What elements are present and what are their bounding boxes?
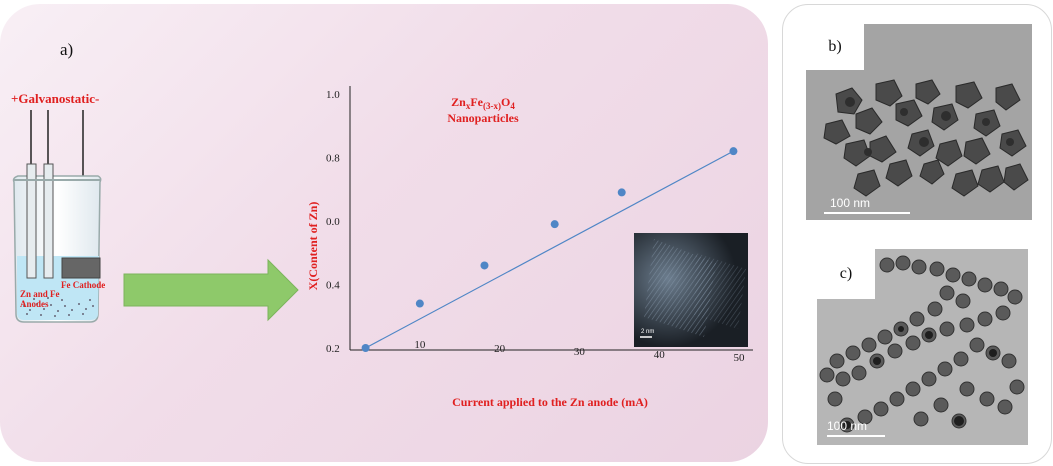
- fit-line: [365, 150, 734, 349]
- arrow-right-icon: [123, 258, 299, 322]
- x-tick-label: 50: [734, 352, 746, 364]
- data-point: [617, 188, 626, 197]
- cathode-label: Fe Cathode: [61, 280, 106, 290]
- panel-a-label: a): [60, 40, 74, 59]
- scale-bar-c: [827, 435, 885, 437]
- nanoparticle-chain-icon: [817, 249, 1028, 445]
- x-tick-label: 30: [574, 346, 586, 358]
- data-point: [415, 299, 424, 308]
- data-point: [361, 344, 370, 352]
- scale-text-c: 100 nm: [827, 419, 868, 433]
- panel-b-label: b): [806, 24, 864, 70]
- x-axis-label: Current applied to the Zn anode (mA): [452, 395, 648, 409]
- panel-c-label: c): [817, 249, 875, 299]
- data-point: [480, 261, 489, 270]
- chart-subtitle: Nanoparticles: [447, 111, 519, 125]
- x-tick-label: 20: [494, 343, 506, 355]
- lattice-image-icon: 2 nm: [634, 233, 748, 347]
- x-tick-label: 10: [414, 339, 426, 351]
- galvanostatic-label: +Galvanostatic-: [11, 91, 100, 106]
- y-tick-label: 0.8: [326, 153, 340, 165]
- y-axis-label: X(Content of Zn): [306, 202, 320, 291]
- x-tick-label: 40: [654, 349, 666, 361]
- stem-inset-image: 2 nm: [634, 233, 748, 347]
- chart-title: ZnxFe(3-x)O4: [451, 95, 515, 111]
- zn-content-chart: 10 20 30 40 50 0.20.40.00.81.0 ZnxFe(3-x)O4 …: [306, 86, 753, 409]
- data-point: [550, 220, 559, 229]
- y-tick-label: 0.0: [326, 216, 340, 228]
- scale-bar-b: [824, 212, 910, 214]
- y-tick-label: 1.0: [326, 89, 340, 101]
- y-tick-label: 0.4: [326, 280, 340, 292]
- panel-a: a) +Galvanostatic-: [0, 4, 768, 462]
- stem-scale-text: 2 nm: [641, 329, 654, 335]
- y-tick-label: 0.2: [326, 343, 340, 355]
- tem-image-c: c) 100 nm: [817, 249, 1028, 445]
- anodes-label: Zn and Fe Anodes: [20, 289, 60, 309]
- data-point: [729, 147, 738, 156]
- tem-image-b: b) 100 nm: [806, 24, 1032, 220]
- scale-text-b: 100 nm: [830, 196, 871, 210]
- electrochemical-cell-icon: [12, 110, 102, 323]
